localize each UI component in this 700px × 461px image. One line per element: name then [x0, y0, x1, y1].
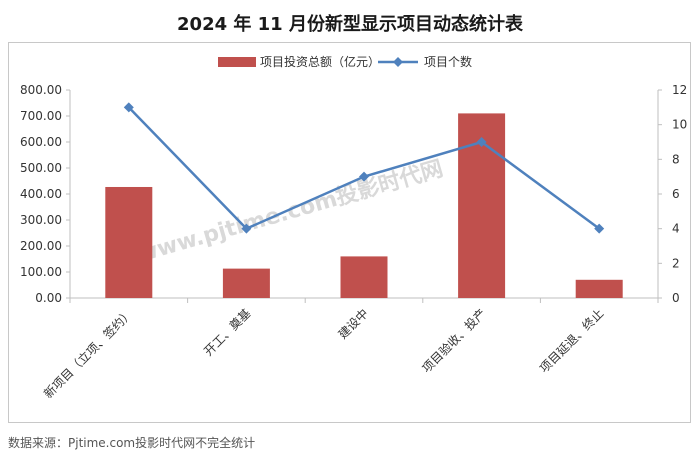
- y-left-tick-label: 200.00: [20, 239, 62, 253]
- y-left-tick-label: 700.00: [20, 109, 62, 123]
- y-left-tick-label: 100.00: [20, 265, 62, 279]
- y-left-tick-label: 500.00: [20, 161, 62, 175]
- bar: [575, 279, 623, 298]
- x-category-label: 新项目（立项、签约）: [40, 306, 135, 401]
- watermark: www.pjtime.com投影时代网: [135, 156, 446, 267]
- y-right-tick-label: 10: [672, 118, 687, 132]
- legend-line-label: 项目个数: [424, 54, 472, 69]
- y-left-tick-label: 400.00: [20, 187, 62, 201]
- x-category-label: 开工、奠基: [200, 306, 253, 359]
- chart-title: 2024 年 11 月份新型显示项目动态统计表: [177, 14, 523, 35]
- legend-bar-swatch: [218, 57, 256, 67]
- x-category-label: 项目延退、终止: [536, 306, 606, 376]
- chart-frame: [8, 42, 691, 423]
- line-point-marker: [123, 102, 134, 113]
- line-point-marker: [594, 223, 605, 234]
- bar: [105, 186, 153, 298]
- y-right-tick-label: 12: [672, 83, 687, 97]
- y-right-tick-label: 6: [672, 187, 680, 201]
- x-category-label: 建设中: [335, 306, 371, 342]
- legend-bar-label: 项目投资总额（亿元）: [260, 54, 380, 69]
- y-left-tick-label: 600.00: [20, 135, 62, 149]
- y-left-tick-label: 800.00: [20, 83, 62, 97]
- bar: [340, 256, 388, 298]
- line-point-marker: [476, 137, 487, 147]
- y-left-tick-label: 300.00: [20, 213, 62, 227]
- line-point-marker: [359, 171, 369, 182]
- y-right-tick-label: 4: [672, 222, 680, 236]
- y-right-tick-label: 0: [672, 291, 680, 305]
- x-category-label: 项目验收、投产: [419, 306, 489, 376]
- bar: [222, 268, 270, 298]
- y-right-tick-label: 8: [672, 152, 680, 166]
- line-point-marker: [241, 223, 252, 234]
- line-series-path: [127, 106, 600, 231]
- y-right-tick-label: 2: [672, 256, 680, 270]
- source-note: 数据来源：Pjtime.com投影时代网不完全统计: [8, 436, 256, 450]
- y-left-tick-label: 0.00: [35, 291, 62, 305]
- legend-line-marker: [393, 57, 403, 67]
